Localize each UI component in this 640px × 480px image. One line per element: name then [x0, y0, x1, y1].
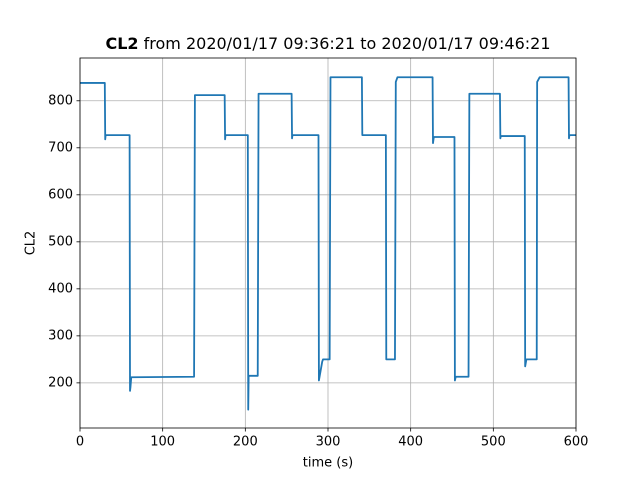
x-tick-label: 600 — [564, 435, 589, 450]
x-tick-label: 200 — [233, 435, 258, 450]
title-text: from 2020/01/17 09:36:21 to 2020/01/17 0… — [144, 34, 551, 53]
data-line — [80, 76, 576, 411]
y-tick-label: 700 — [48, 140, 73, 155]
y-tick-label: 600 — [48, 187, 73, 202]
x-axis-label: time (s) — [303, 456, 353, 471]
y-tick-label: 500 — [48, 234, 73, 249]
chart-title: CL2 from 2020/01/17 09:36:21 to 2020/01/… — [105, 34, 550, 53]
y-axis-label: CL2 — [24, 231, 39, 256]
x-tick-label: 500 — [481, 435, 506, 450]
x-tick-label: 300 — [316, 435, 341, 450]
x-tick-label: 0 — [76, 435, 84, 450]
y-tick-label: 800 — [48, 93, 73, 108]
x-tick-label: 400 — [398, 435, 423, 450]
y-tick-label: 300 — [48, 328, 73, 343]
y-tick-label: 400 — [48, 281, 73, 296]
x-tick-label: 100 — [150, 435, 175, 450]
title-variable: CL2 — [105, 34, 138, 53]
plot-frame — [79, 57, 577, 429]
y-tick-label: 200 — [48, 375, 73, 390]
